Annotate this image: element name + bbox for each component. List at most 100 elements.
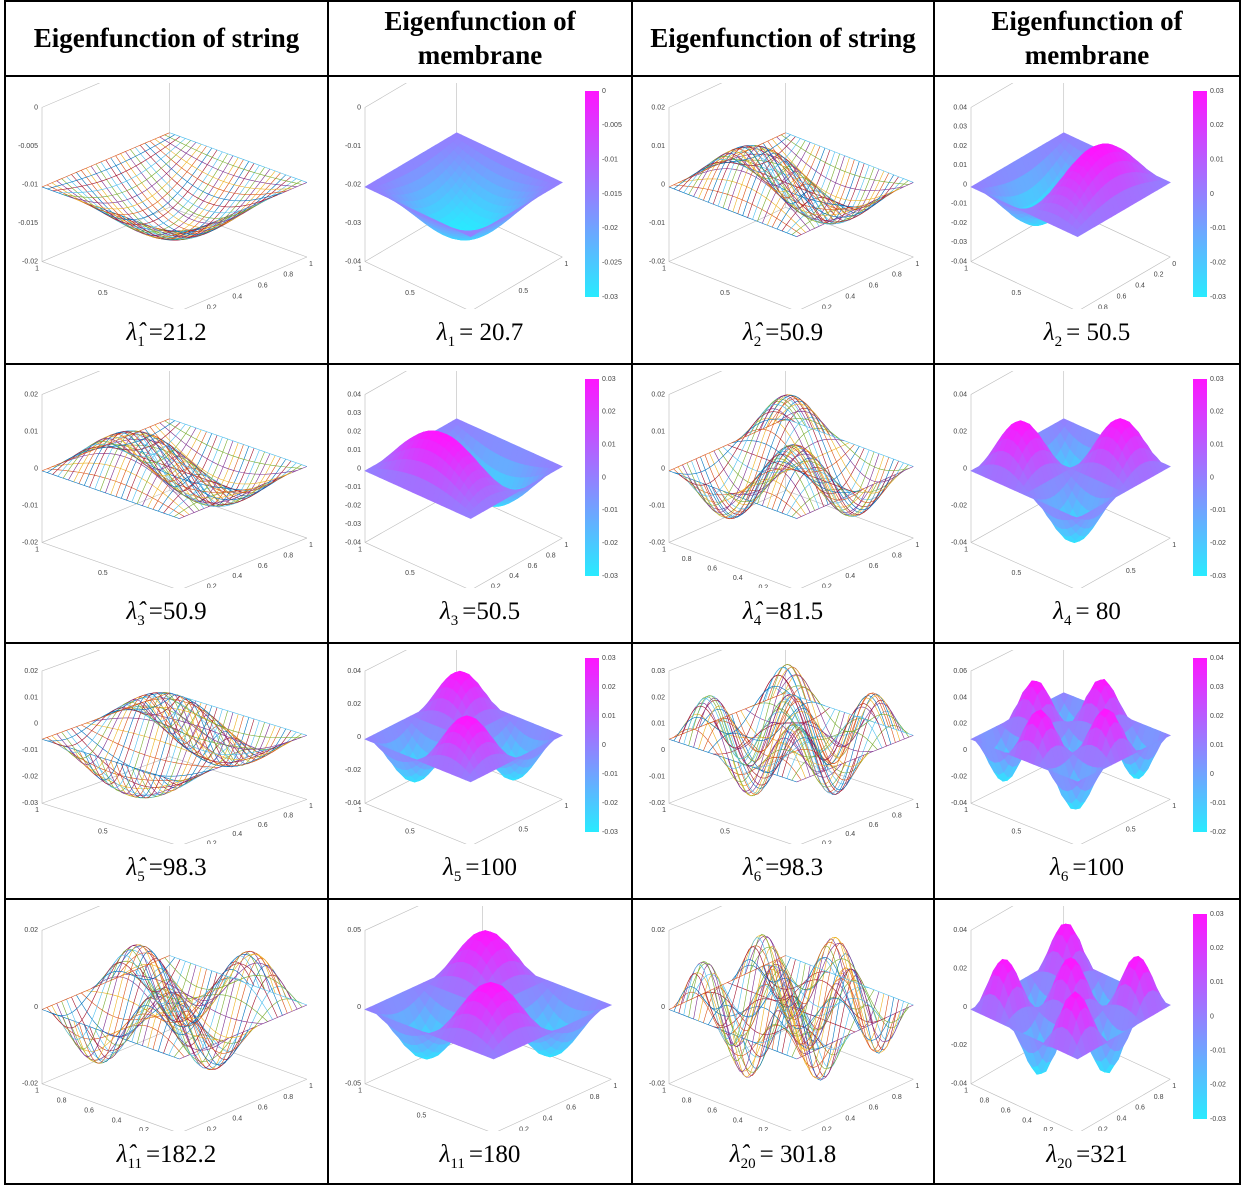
colorbar-tick-label: 0 [1210, 1013, 1214, 1020]
y-tick-label: 0.5 [720, 290, 730, 297]
z-tick-label: 0.02 [651, 104, 665, 111]
y-tick-label: 0.4 [733, 1117, 743, 1124]
caption-symbol: λ [1050, 854, 1061, 881]
column-header: Eigenfunction of string [632, 0, 934, 75]
z-tick-label: -0.02 [345, 181, 361, 188]
colorbar-tick-label: -0.01 [1210, 800, 1226, 807]
wire-line [96, 706, 233, 762]
z-tick-label: -0.02 [22, 539, 38, 546]
x-tick-label: 0.8 [892, 272, 902, 279]
x-tick-label: 1 [564, 803, 568, 810]
x-tick-label: 0.6 [869, 822, 879, 829]
z-tick-label: -0.04 [951, 1081, 967, 1088]
wire-line [42, 956, 170, 1010]
colorbar-tick-label: 0.02 [1210, 945, 1224, 952]
figure-cell: 0.020-0.0200.20.40.60.8100.20.40.60.81 λ̂… [632, 898, 934, 1185]
x-tick-label: 1 [915, 542, 919, 549]
surface-plot: 0.020.010-0.01-0.0200.20.40.60.8100.20.4… [637, 371, 929, 588]
x-tick-label: 0.2 [207, 840, 217, 844]
eigenvalue-caption: λ̂3=50.9 [5, 598, 328, 630]
eigenvalue-caption: λ̂11=182.2 [5, 1141, 328, 1173]
colorbar-tick-label: 0 [1210, 474, 1214, 481]
z-tick-label: -0.02 [649, 1081, 665, 1088]
x-tick-label: 0.2 [207, 304, 217, 309]
colorbar-tick-label: -0.01 [602, 157, 618, 164]
colorbar-tick-label: 0 [602, 88, 606, 95]
eigenvalue-caption: λ4= 80 [934, 598, 1240, 630]
z-tick-label: -0.02 [649, 800, 665, 807]
caption-symbol: λ [1044, 319, 1055, 346]
colorbar-tick-label: -0.02 [1210, 540, 1226, 547]
x-tick-label: 0.2 [822, 840, 832, 844]
caption-subscript: 5 [137, 869, 145, 885]
caption-subscript: 1 [137, 334, 145, 350]
y-tick-label: 1 [662, 807, 666, 814]
z-tick-label: 0 [34, 721, 38, 728]
z-tick-label: -0.02 [649, 539, 665, 546]
colorbar-tick-label: -0.02 [602, 540, 618, 547]
y-tick-label: 0.2 [1044, 1127, 1054, 1131]
z-tick-label: -0.01 [649, 774, 665, 781]
axis-box [42, 650, 307, 844]
caption-subscript: 11 [450, 1156, 464, 1172]
figure-cell: 0.040.030.020.010-0.01-0.02-0.03-0.0400.… [328, 363, 632, 642]
caption-value: = 20.7 [459, 319, 523, 346]
caption-subscript: 1 [448, 334, 456, 350]
surface-plot: 0.040.020-0.02-0.0400.5100.510.030.020.0… [333, 650, 627, 844]
x-tick-label: 0.4 [232, 293, 242, 300]
caption-symbol: λ̂ [117, 1141, 128, 1168]
caption-value: =81.5 [765, 598, 823, 625]
z-tick-label: 0.01 [953, 162, 967, 169]
wire-line [127, 702, 255, 798]
colorbar-tick-label: 0.02 [1210, 713, 1224, 720]
x-tick-label: 0.4 [845, 573, 855, 580]
z-tick-label: -0.01 [345, 484, 361, 491]
eigenvalue-caption: λ2= 50.5 [934, 319, 1240, 351]
x-tick-label: 1 [613, 1083, 617, 1090]
z-tick-label: -0.01 [22, 747, 38, 754]
eigenvalue-caption: λ20=321 [934, 1141, 1240, 1173]
x-tick-label: 0.4 [232, 1115, 242, 1122]
caption-symbol: λ [1053, 598, 1064, 625]
x-tick-label: 0.2 [207, 584, 217, 588]
colorbar-tick-label: -0.01 [1210, 225, 1226, 232]
y-tick-label: 0.6 [1001, 1107, 1011, 1114]
caption-value: =180 [469, 1141, 521, 1168]
z-tick-label: 0.02 [953, 428, 967, 435]
surface-plot: 0.020.010-0.01-0.0200.20.40.60.8100.51 [637, 83, 929, 309]
z-tick-label: -0.02 [22, 258, 38, 265]
z-tick-label: -0.03 [345, 220, 361, 227]
x-tick-label: 0.8 [1154, 1094, 1164, 1101]
surface-plot: 0.050-0.0500.20.40.60.8100.51 [333, 906, 627, 1131]
x-tick-label: 0.6 [869, 563, 879, 570]
y-tick-label: 0.8 [57, 1097, 67, 1104]
colorbar [585, 379, 599, 576]
wire-line [781, 135, 909, 185]
z-tick-label: -0.02 [22, 1081, 38, 1088]
y-tick-label: 1 [662, 265, 666, 272]
z-tick-label: 0 [357, 734, 361, 741]
caption-value: =321 [1076, 1141, 1128, 1168]
colorbar-tick-label: 0 [602, 742, 606, 749]
y-tick-label: 1 [35, 265, 39, 272]
z-tick-label: 0.02 [24, 391, 38, 398]
y-tick-label: 1 [964, 807, 968, 814]
caption-symbol: λ̂ [730, 1141, 741, 1168]
z-tick-label: -0.03 [951, 239, 967, 246]
z-tick-label: 0.02 [347, 428, 361, 435]
surface-plot: 0.030.020.010-0.01-0.0200.20.40.60.8100.… [637, 650, 929, 844]
y-tick-label: 1 [358, 807, 362, 814]
z-tick-label: -0.02 [951, 1042, 967, 1049]
eigenvalue-caption: λ1= 20.7 [328, 319, 632, 351]
x-tick-label: 0.2 [491, 584, 501, 588]
caption-value: =100 [465, 854, 517, 881]
y-tick-label: 0.5 [98, 570, 108, 577]
y-tick-label: 1 [662, 1088, 666, 1095]
z-tick-label: -0.01 [951, 201, 967, 208]
z-tick-label: -0.03 [345, 521, 361, 528]
colorbar-tick-label: -0.02 [602, 800, 618, 807]
x-tick-label: 0.5 [1126, 568, 1136, 575]
z-tick-label: 0.02 [651, 391, 665, 398]
z-tick-label: -0.015 [18, 220, 38, 227]
surface-plot: 0.020-0.0200.20.40.60.8100.20.40.60.81 [637, 906, 929, 1131]
